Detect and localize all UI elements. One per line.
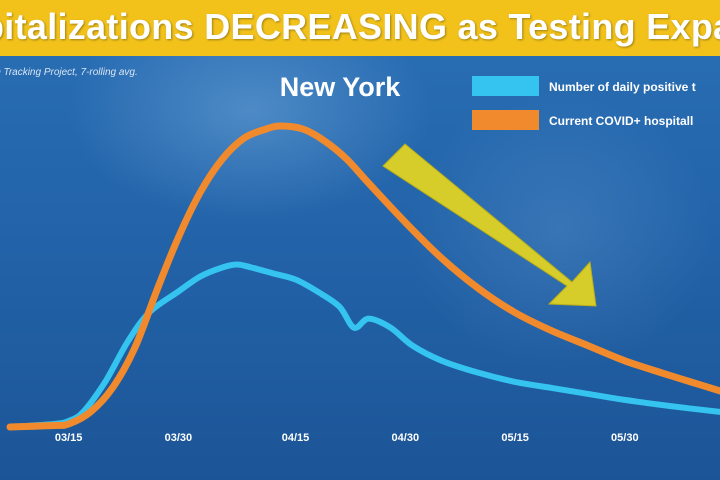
x-tick-label: 05/30 [611, 432, 639, 444]
legend-swatch [472, 110, 539, 130]
series-layer [6, 122, 720, 431]
page-title: pitalizations DECREASING as Testing Expa [0, 6, 720, 47]
x-tick-label: 04/15 [282, 432, 310, 444]
x-tick-label: 04/30 [392, 432, 420, 444]
series-line-positive-tests [7, 261, 720, 430]
legend-label: Number of daily positive t [549, 80, 696, 94]
x-tick-label: 03/15 [55, 432, 83, 444]
legend: Number of daily positive t Current COVID+… [472, 76, 696, 130]
line-chart: New York Number of daily positive t Curre… [6, 72, 720, 444]
series-line-hospitalized [6, 122, 720, 431]
title-bar: pitalizations DECREASING as Testing Expa [0, 0, 720, 56]
down-arrow-icon [382, 143, 597, 307]
legend-label: Current COVID+ hospitall [549, 114, 693, 128]
chart-title: New York [280, 72, 402, 102]
annotation-arrow [382, 143, 597, 307]
x-axis: 03/15 03/30 04/15 04/30 05/15 05/30 [55, 432, 639, 444]
legend-swatch [472, 76, 539, 96]
x-tick-label: 05/15 [501, 432, 529, 444]
source-note: VID Tracking Project, 7-rolling avg. [0, 67, 138, 78]
x-tick-label: 03/30 [165, 432, 193, 444]
